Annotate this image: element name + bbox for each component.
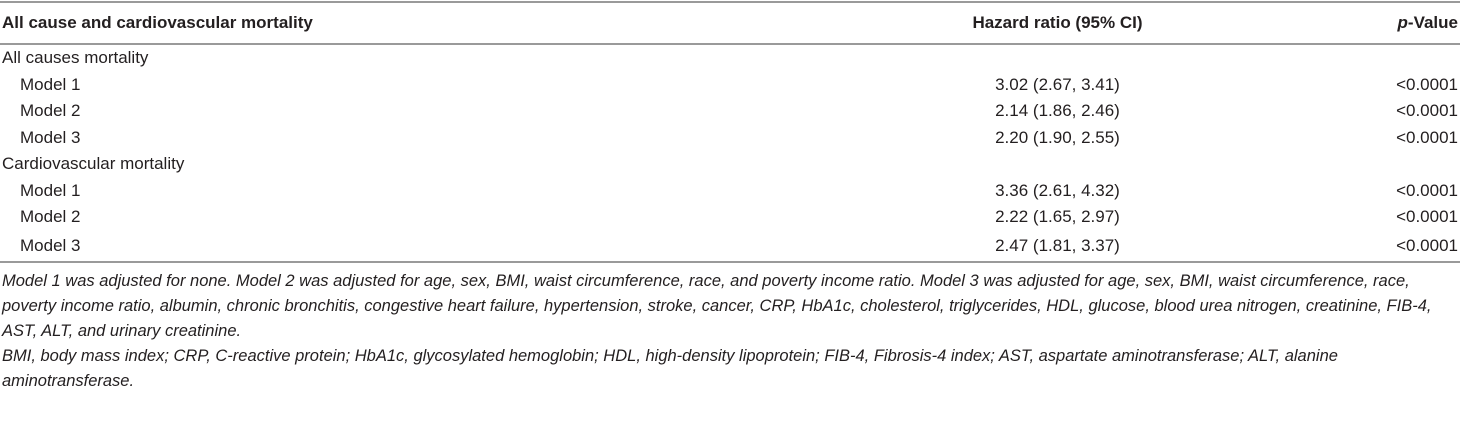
hazard-ratio: 2.22 (1.65, 2.97) xyxy=(995,207,1120,227)
model-label: Model 1 xyxy=(20,74,81,94)
table-header: All cause and cardiovascular mortality H… xyxy=(0,2,1460,44)
model-label: Model 2 xyxy=(20,207,81,227)
footnotes: Model 1 was adjusted for none. Model 2 w… xyxy=(0,269,1460,394)
model-label: Model 1 xyxy=(20,180,81,200)
header-row: All cause and cardiovascular mortality H… xyxy=(0,2,1460,44)
group-label: Cardiovascular mortality xyxy=(2,154,185,174)
group-label: All causes mortality xyxy=(2,48,149,68)
hazard-ratio: 2.14 (1.86, 2.46) xyxy=(995,101,1120,121)
p-value: <0.0001 xyxy=(1396,180,1458,200)
data-row: Model 3 2.20 (1.90, 2.55) <0.0001 xyxy=(0,125,1460,152)
p-value: <0.0001 xyxy=(1396,207,1458,227)
table-body: All causes mortality Model 1 3.02 (2.67, 3… xyxy=(0,44,1460,262)
column-header: Hazard ratio (95% CI) xyxy=(972,13,1143,32)
p-value: <0.0001 xyxy=(1396,74,1458,94)
column-header: All cause and cardiovascular mortality xyxy=(2,13,313,32)
group-row: Cardiovascular mortality xyxy=(0,151,1460,178)
p-value: <0.0001 xyxy=(1396,127,1458,147)
model-label: Model 3 xyxy=(20,235,81,255)
data-row: Model 1 3.02 (2.67, 3.41) <0.0001 xyxy=(0,72,1460,99)
footnote: Model 1 was adjusted for none. Model 2 w… xyxy=(2,271,1432,340)
model-label: Model 3 xyxy=(20,127,81,147)
hazard-ratio: 3.36 (2.61, 4.32) xyxy=(995,180,1120,200)
model-label: Model 2 xyxy=(20,101,81,121)
hazard-ratio: 2.20 (1.90, 2.55) xyxy=(995,127,1120,147)
hazard-ratio: 2.47 (1.81, 3.37) xyxy=(995,235,1120,255)
group-row: All causes mortality xyxy=(0,44,1460,72)
hazard-ratio: 3.02 (2.67, 3.41) xyxy=(995,74,1120,94)
data-row: Model 3 2.47 (1.81, 3.37) <0.0001 xyxy=(0,231,1460,262)
results-table: All cause and cardiovascular mortality H… xyxy=(0,1,1460,263)
p-value: <0.0001 xyxy=(1396,101,1458,121)
column-header: p-Value xyxy=(1397,13,1458,32)
data-row: Model 2 2.22 (1.65, 2.97) <0.0001 xyxy=(0,204,1460,231)
p-value: <0.0001 xyxy=(1396,235,1458,255)
data-row: Model 1 3.36 (2.61, 4.32) <0.0001 xyxy=(0,178,1460,205)
data-row: Model 2 2.14 (1.86, 2.46) <0.0001 xyxy=(0,98,1460,125)
footnote: BMI, body mass index; CRP, C-reactive pr… xyxy=(2,346,1338,390)
